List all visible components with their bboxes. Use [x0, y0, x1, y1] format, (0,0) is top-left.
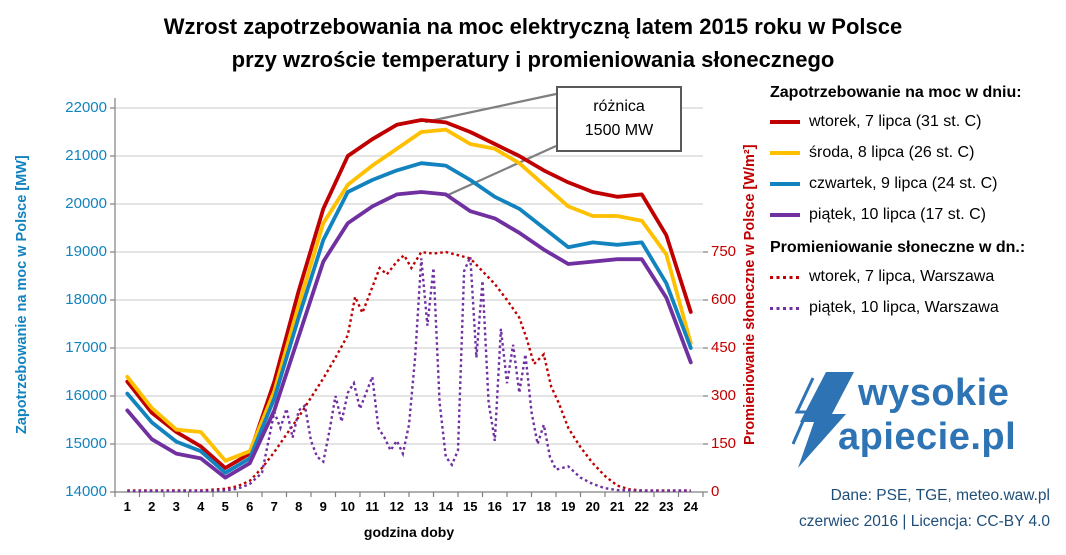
- legend-swatch-red-solid: [770, 120, 800, 124]
- legend-radiation-header: Promieniowanie słoneczne w dn.:: [770, 239, 1026, 256]
- legend-label: środa, 8 lipca (26 st. C): [809, 144, 975, 161]
- credits-line2: czerwiec 2016 | Licencja: CC-BY 4.0: [799, 513, 1050, 530]
- legend-item-friday-demand: piątek, 10 lipca (17 st. C): [770, 206, 1062, 224]
- logo-text-line1: wysokie: [858, 372, 1010, 414]
- logo-wysokienapiecie: wysokie apiecie.pl: [792, 372, 1062, 474]
- radiation-line-0: [127, 250, 691, 492]
- legend-demand-header: Zapotrzebowanie na moc w dniu:: [770, 84, 1022, 101]
- legend-swatch-purple-solid: [770, 213, 800, 217]
- lightning-bolt-icon: [792, 372, 854, 468]
- legend-swatch-yellow-solid: [770, 151, 800, 155]
- legend-label: czwartek, 9 lipca (24 st. C): [809, 175, 998, 192]
- demand-line-0: [125, 118, 693, 470]
- legend-item-tuesday-radiation: wtorek, 7 lipca, Warszawa: [770, 268, 1062, 286]
- demand-line-1: [125, 127, 693, 463]
- right-axis-title: Promieniowanie słoneczne w Polsce [W/m²]: [742, 144, 758, 446]
- left-axis-title: Zapotrzebowanie na moc w Polsce [MW]: [14, 155, 30, 435]
- legend: Zapotrzebowanie na moc w dniu: wtorek, 7…: [770, 84, 1062, 330]
- legend-label: piątek, 10 lipca, Warszawa: [809, 299, 999, 316]
- legend-swatch-red-dotted: [770, 275, 800, 279]
- legend-label: piątek, 10 lipca (17 st. C): [809, 206, 986, 223]
- legend-label: wtorek, 7 lipca (31 st. C): [809, 113, 982, 130]
- legend-item-friday-radiation: piątek, 10 lipca, Warszawa: [770, 299, 1062, 317]
- annotation-box: różnica 1500 MW: [556, 86, 682, 152]
- legend-swatch-blue-solid: [770, 182, 800, 186]
- annotation-line1: różnica: [593, 98, 645, 115]
- legend-item-wednesday-demand: środa, 8 lipca (26 st. C): [770, 144, 1062, 162]
- legend-swatch-purple-dotted: [770, 306, 800, 310]
- legend-label: wtorek, 7 lipca, Warszawa: [809, 268, 995, 285]
- legend-item-tuesday-demand: wtorek, 7 lipca (31 st. C): [770, 113, 1062, 131]
- radiation-line-1: [127, 256, 691, 493]
- credits: Dane: PSE, TGE, meteo.waw.pl czerwiec 20…: [799, 483, 1050, 535]
- callout-line-bottom: [445, 144, 557, 198]
- demand-line-3: [125, 190, 693, 480]
- x-axis-title: godzina doby: [363, 524, 455, 540]
- chart-title-line1: Wzrost zapotrzebowania na moc elektryczn…: [163, 14, 903, 39]
- chart-title-line2: przy wzroście temperatury i promieniowan…: [231, 47, 835, 72]
- logo-text-line2: apiecie.pl: [838, 416, 1017, 458]
- demand-line-2: [125, 161, 693, 475]
- annotation-line2: 1500 MW: [584, 122, 654, 139]
- legend-item-thursday-demand: czwartek, 9 lipca (24 st. C): [770, 175, 1062, 193]
- chart-title: Wzrost zapotrzebowania na moc elektryczn…: [0, 10, 1066, 76]
- credits-line1: Dane: PSE, TGE, meteo.waw.pl: [830, 487, 1050, 504]
- callout-line-top: [425, 92, 557, 124]
